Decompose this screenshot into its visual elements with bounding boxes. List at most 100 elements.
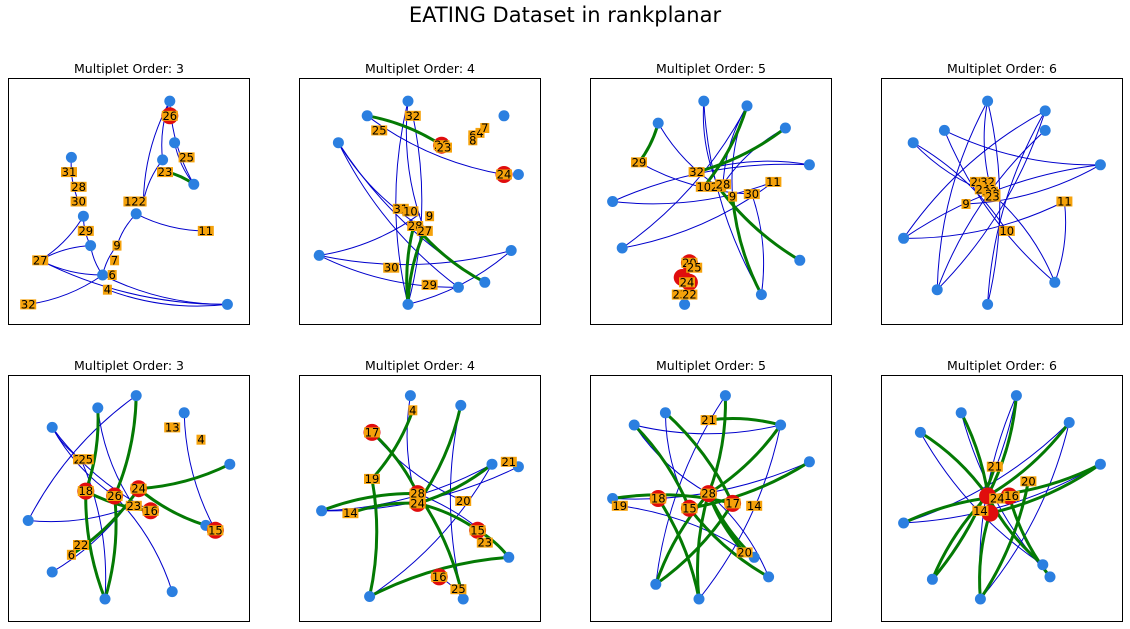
plot-area: 21 20 14 24 16 xyxy=(881,375,1123,622)
network-node xyxy=(402,95,414,107)
node-label-box xyxy=(364,473,380,484)
node-label-box xyxy=(416,225,433,236)
node-label: 16 xyxy=(1004,489,1019,503)
network-node xyxy=(313,249,325,261)
pairwise-edge xyxy=(698,424,782,600)
node-label-box xyxy=(342,508,359,519)
node-label-box xyxy=(178,152,195,163)
higher-order-edge xyxy=(688,507,770,579)
higher-order-edge xyxy=(689,460,811,510)
subplot-title: Multiplet Order: 5 xyxy=(656,61,766,76)
node-label: 17 xyxy=(725,496,740,510)
network-node xyxy=(65,151,77,163)
subplot-title: Multiplet Order: 6 xyxy=(947,61,1057,76)
pairwise-edge xyxy=(965,164,1101,205)
pairwise-edge xyxy=(903,463,1101,524)
network-node xyxy=(178,407,190,419)
network-node xyxy=(99,593,111,605)
node-label: 31 xyxy=(62,165,77,179)
higher-order-edge xyxy=(707,424,782,495)
pairwise-edge xyxy=(992,193,1056,283)
node-label: 23 xyxy=(985,190,1000,204)
network-node xyxy=(479,276,491,288)
pairwise-edge xyxy=(612,181,774,205)
node-label-box xyxy=(32,255,49,266)
network-node xyxy=(607,196,619,207)
node-label-box xyxy=(125,500,142,511)
node-label-box xyxy=(650,493,667,504)
network-node xyxy=(803,159,815,171)
higher-order-edge xyxy=(696,126,787,174)
node-label: 9 xyxy=(729,190,736,204)
network-node xyxy=(982,298,994,310)
network-svg: 21 18 19 15 28 17 14 20 xyxy=(607,390,815,605)
pairwise-edge xyxy=(319,250,512,266)
labels-layer: 2932102728930112025242322 xyxy=(631,155,782,302)
node-label-box xyxy=(77,225,94,236)
network-node xyxy=(1037,559,1049,571)
network-svg: 322526236487243110928273029 xyxy=(313,95,524,310)
node-label-box xyxy=(364,427,380,438)
node-label-box xyxy=(164,422,181,433)
pairwise-edge xyxy=(751,193,765,295)
higher-order-edge xyxy=(84,407,100,492)
subplot-6: Multiplet Order: 4 4 17 21 19 28 24 20 14 15 23 16… xyxy=(299,358,541,622)
network-node xyxy=(926,573,938,585)
node-label: 4 xyxy=(104,283,111,297)
higher-order-edge xyxy=(321,492,418,513)
node-label-box xyxy=(736,547,753,558)
network-node xyxy=(22,515,34,526)
higher-order-edge xyxy=(633,423,691,509)
node-label: 4 xyxy=(476,126,483,140)
node-label: 32 xyxy=(405,109,420,123)
network-node xyxy=(97,269,109,281)
node-label-box xyxy=(157,167,173,178)
nodes-layer xyxy=(65,95,233,310)
node-label-box xyxy=(130,196,147,207)
node-label-box xyxy=(106,491,123,501)
network-node xyxy=(157,154,169,166)
network-node xyxy=(498,110,510,122)
node-label-box xyxy=(681,503,698,514)
network-node xyxy=(659,407,671,419)
node-label: 11 xyxy=(1057,195,1072,209)
network-node xyxy=(77,210,89,222)
pairwise-edge xyxy=(634,424,781,435)
pairwise-edge xyxy=(51,427,115,497)
node-label-box xyxy=(408,405,418,416)
node-label: 28 xyxy=(71,180,86,194)
node-label-box xyxy=(746,500,763,511)
node-label: 20 xyxy=(1021,474,1036,488)
network-node xyxy=(188,178,200,190)
subplot-title: Multiplet Order: 6 xyxy=(947,358,1057,373)
node-label-box xyxy=(700,488,717,499)
higher-order-edge xyxy=(84,491,107,600)
node-label-box xyxy=(436,142,452,153)
network-node xyxy=(404,390,416,402)
node-label: 29 xyxy=(422,278,437,292)
node-label: 27 xyxy=(33,253,48,267)
figure-title: EATING Dataset in rankplanar xyxy=(408,3,722,27)
node-label-box xyxy=(743,189,760,200)
network-node xyxy=(130,208,142,220)
nodes-layer xyxy=(313,95,524,310)
pairwise-edge xyxy=(936,100,989,290)
network-node xyxy=(982,95,994,107)
pairwise-edge xyxy=(903,201,1065,239)
node-label: 25 xyxy=(372,123,387,137)
node-label: 23 xyxy=(477,536,492,550)
higher-order-edge xyxy=(113,395,138,497)
labels-layer: 2625233128301022299112776432 xyxy=(20,109,214,311)
node-label: 28 xyxy=(716,177,731,191)
network-node xyxy=(803,456,815,468)
network-node xyxy=(46,421,58,433)
node-label-box xyxy=(1020,476,1037,487)
node-label-box xyxy=(972,505,989,516)
node-label-box xyxy=(102,284,112,295)
node-label: 24 xyxy=(680,275,695,289)
node-label: 23 xyxy=(158,165,173,179)
higher-order-edge xyxy=(612,493,733,505)
node-label-box xyxy=(383,262,400,273)
node-label: 23 xyxy=(126,499,141,513)
